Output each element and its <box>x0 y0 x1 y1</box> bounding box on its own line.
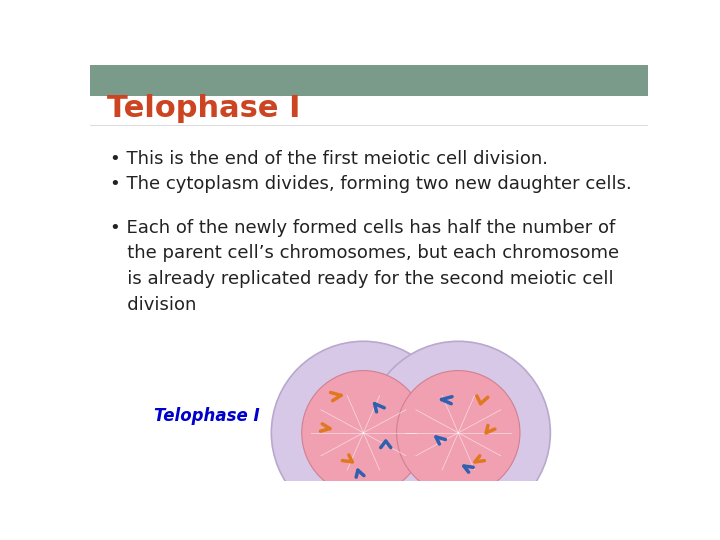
Text: Telophase I: Telophase I <box>154 407 260 425</box>
Text: • The cytoplasm divides, forming two new daughter cells.: • The cytoplasm divides, forming two new… <box>109 175 631 193</box>
Text: • This is the end of the first meiotic cell division.: • This is the end of the first meiotic c… <box>109 150 547 168</box>
Text: • Each of the newly formed cells has half the number of
   the parent cell’s chr: • Each of the newly formed cells has hal… <box>109 219 618 314</box>
Ellipse shape <box>302 370 425 495</box>
Text: Telophase I: Telophase I <box>107 94 300 123</box>
FancyBboxPatch shape <box>90 65 648 96</box>
Ellipse shape <box>271 341 456 524</box>
Ellipse shape <box>366 341 550 524</box>
Ellipse shape <box>397 370 520 495</box>
